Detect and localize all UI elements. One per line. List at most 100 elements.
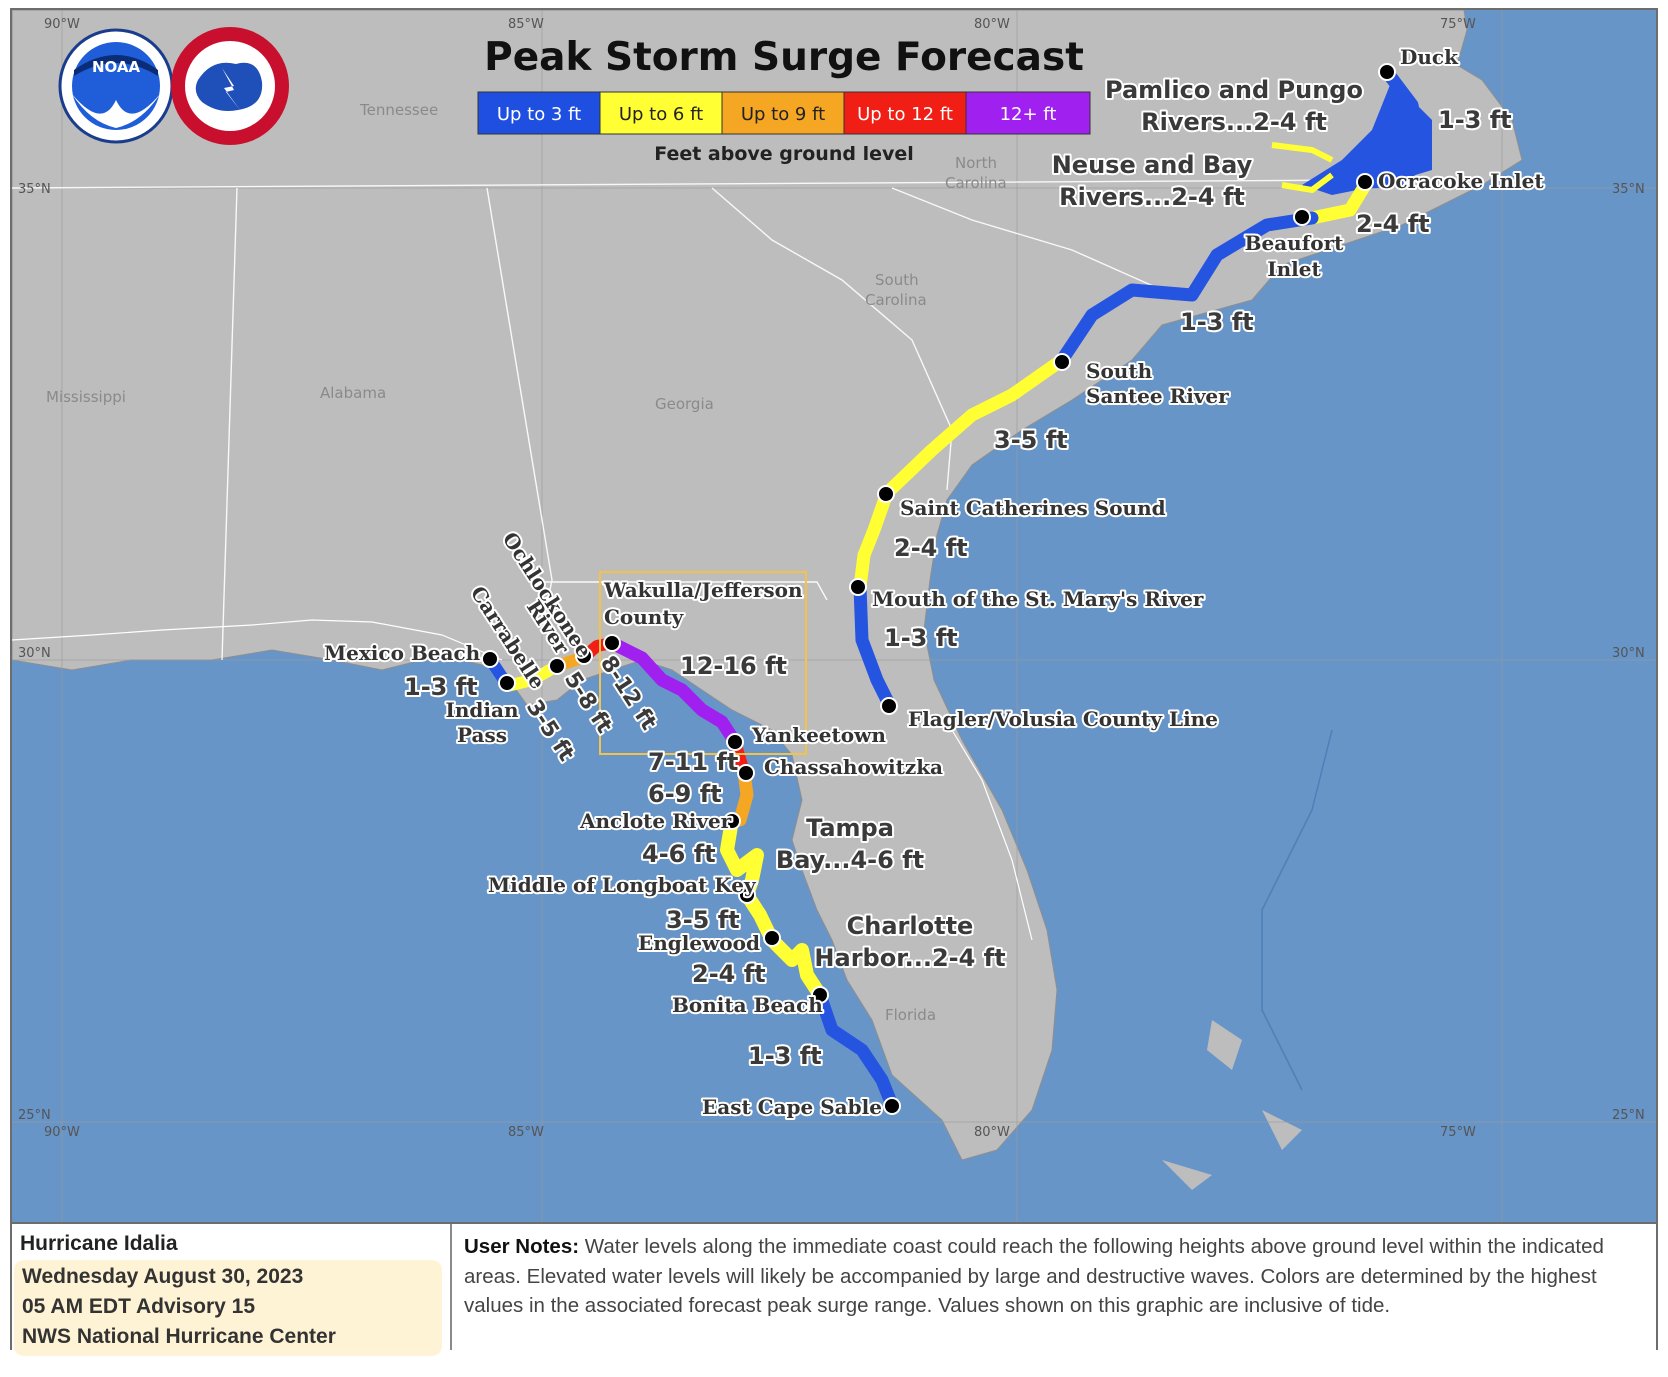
- dot-south-santee[interactable]: [1053, 353, 1071, 371]
- label-duck: Duck: [1400, 45, 1459, 69]
- value-bonita-capesable: 1-3 ft: [748, 1042, 822, 1070]
- advisory-panel: Hurricane Idalia Wednesday August 30, 20…: [12, 1224, 452, 1356]
- noaa-logo: NOAA: [58, 28, 174, 144]
- value-catherines-stmarys: 2-4 ft: [894, 534, 968, 562]
- state-label-alabama: Alabama: [320, 384, 386, 402]
- dot-englewood[interactable]: [763, 929, 781, 947]
- user-notes: User Notes: Water levels along the immed…: [452, 1224, 1656, 1350]
- label-wakulla-1: Wakulla/Jefferson: [603, 578, 803, 602]
- value-santee-catherines: 3-5 ft: [994, 426, 1068, 454]
- segment-beaufort-santee: [1055, 211, 1319, 367]
- lat-label-25: 25°N: [18, 1108, 51, 1123]
- breakpoints: [481, 63, 1396, 1115]
- label-east-cape-sable: East Cape Sable: [702, 1095, 882, 1119]
- dot-indian-pass[interactable]: [498, 674, 516, 692]
- label-south-santee-1: South: [1086, 359, 1153, 383]
- label-bonita: Bonita Beach: [672, 993, 823, 1017]
- user-notes-label: User Notes:: [464, 1235, 585, 1258]
- label-beaufort-2: Inlet: [1267, 257, 1321, 281]
- label-englewood: Englewood: [638, 931, 760, 955]
- lon-label-85-bottom: 85°W: [508, 1125, 544, 1140]
- label-ocracoke: Ocracoke Inlet: [1378, 169, 1544, 193]
- dot-st-marys[interactable]: [849, 578, 867, 596]
- graticule: [12, 10, 1656, 1222]
- dot-carrabelle[interactable]: [548, 657, 566, 675]
- advisory-details: Wednesday August 30, 2023 05 AM EDT Advi…: [14, 1260, 442, 1356]
- value-wakulla-yankeetown: 12-16 ft: [680, 652, 787, 680]
- legend-box-9ft: [721, 91, 845, 135]
- dot-mexico-beach[interactable]: [481, 650, 499, 668]
- label-south-santee-2: Santee River: [1086, 384, 1229, 408]
- dot-ocracoke[interactable]: [1356, 173, 1374, 191]
- value-pamlico-2: Rivers...2-4 ft: [1141, 108, 1327, 136]
- user-notes-text: Water levels along the immediate coast c…: [464, 1235, 1604, 1317]
- dot-chassahowitzka[interactable]: [737, 764, 755, 782]
- advisory-date: Wednesday August 30, 2023: [22, 1265, 304, 1288]
- page-title: Peak Storm Surge Forecast: [484, 35, 1084, 80]
- dot-beaufort[interactable]: [1293, 208, 1311, 226]
- state-label-mississippi: Mississippi: [46, 388, 126, 406]
- lat-label-35-right: 35°N: [1612, 182, 1645, 197]
- lon-label-90-bottom: 90°W: [44, 1125, 80, 1140]
- lon-label-75-bottom: 75°W: [1440, 1125, 1476, 1140]
- dot-yankeetown[interactable]: [726, 733, 744, 751]
- advisory-number: 05 AM EDT Advisory 15: [22, 1295, 256, 1318]
- value-stmarys-flagler: 1-3 ft: [884, 624, 958, 652]
- dot-ochlockonee[interactable]: [575, 647, 593, 665]
- dot-longboat[interactable]: [738, 886, 756, 904]
- segment-duck-ocracoke: [1360, 65, 1427, 189]
- value-neuse-1: Neuse and Bay: [1052, 151, 1253, 179]
- value-tampa-1: Tampa: [806, 814, 894, 842]
- dot-bonita[interactable]: [811, 986, 829, 1004]
- dot-saint-catherines[interactable]: [877, 485, 895, 503]
- legend-box-3ft: [477, 91, 601, 135]
- state-label-tennessee: Tennessee: [359, 101, 438, 119]
- lat-label-30-right: 30°N: [1612, 646, 1645, 661]
- lon-label-80-bottom: 80°W: [974, 1125, 1010, 1140]
- label-saint-catherines: Saint Catherines Sound: [900, 496, 1166, 520]
- lat-label-35: 35°N: [18, 182, 51, 197]
- legend-units: Feet above ground level: [654, 143, 914, 165]
- label-flagler: Flagler/Volusia County Line: [908, 707, 1218, 731]
- lat-label-30: 30°N: [18, 646, 51, 661]
- lon-label-80-top: 80°W: [974, 17, 1010, 32]
- segment-santee-catherines: [880, 353, 1069, 500]
- value-pamlico-1: Pamlico and Pungo: [1105, 76, 1363, 104]
- segment-anclote-longboat: [720, 813, 764, 902]
- lon-label-90-top: 90°W: [44, 17, 80, 32]
- segment-wakulla-yankeetown: [605, 636, 742, 749]
- label-mexico-beach: Mexico Beach: [324, 641, 481, 665]
- value-duck-ocracoke: 1-3 ft: [1438, 106, 1512, 134]
- label-st-marys: Mouth of the St. Mary's River: [872, 587, 1204, 611]
- label-chassahowitzka: Chassahowitzka: [764, 755, 943, 779]
- lat-label-25-right: 25°N: [1612, 1108, 1645, 1123]
- legend-label-12plus: 12+ ft: [1000, 104, 1057, 125]
- dot-flagler[interactable]: [880, 697, 898, 715]
- value-yankeetown-chassahowitzka: 7-11 ft: [648, 748, 738, 776]
- value-englewood-bonita: 2-4 ft: [692, 960, 766, 988]
- value-neuse-2: Rivers...2-4 ft: [1059, 183, 1245, 211]
- label-indian-pass-2: Pass: [457, 723, 507, 747]
- dot-east-cape-sable[interactable]: [883, 1097, 901, 1115]
- pamlico-sound: [1302, 80, 1432, 195]
- state-label-georgia: Georgia: [655, 395, 714, 413]
- legend-label-9ft: Up to 9 ft: [741, 104, 825, 125]
- segment-catherines-stmarys: [853, 486, 894, 594]
- dot-duck[interactable]: [1378, 63, 1396, 81]
- info-panel: Hurricane Idalia Wednesday August 30, 20…: [12, 1222, 1656, 1356]
- value-anclote-longboat: 4-6 ft: [642, 840, 716, 868]
- value-ocracoke-beaufort: 2-4 ft: [1356, 210, 1430, 238]
- dot-wakulla[interactable]: [603, 634, 621, 652]
- segment-bonita-capesable: [813, 988, 899, 1112]
- segment-ocracoke-beaufort: [1305, 175, 1374, 225]
- lon-label-75-top: 75°W: [1440, 17, 1476, 32]
- lon-label-85-top: 85°W: [508, 17, 544, 32]
- highlight-box: [599, 571, 807, 755]
- bahamas-islands: [1162, 1020, 1302, 1190]
- label-anclote: Anclote River: [579, 809, 732, 833]
- surge-map: Tennessee North Carolina South Carolina …: [12, 10, 1656, 1222]
- dot-anclote[interactable]: [723, 812, 741, 830]
- value-beaufort-santee: 1-3 ft: [1180, 308, 1254, 336]
- legend-box-12plus: [965, 91, 1091, 135]
- state-label-south-carolina-2: Carolina: [865, 291, 927, 309]
